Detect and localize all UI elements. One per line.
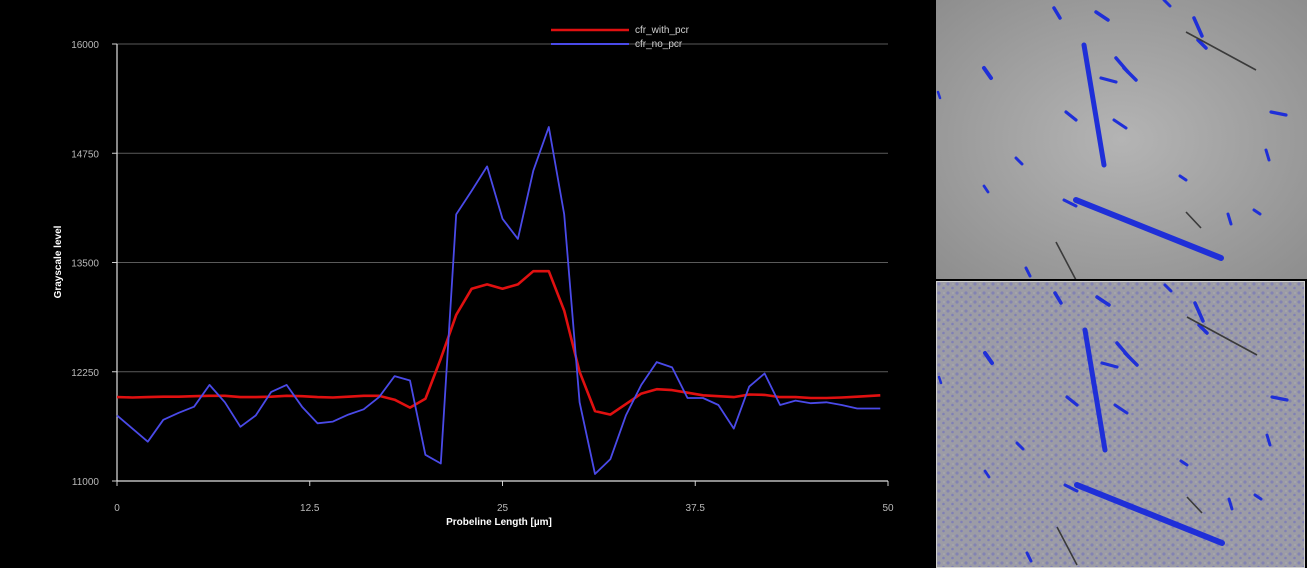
fiber-mark xyxy=(1122,66,1138,82)
y-tick-label: 11000 xyxy=(72,477,100,488)
fiber-mark xyxy=(983,351,994,365)
fiber-mark xyxy=(1178,174,1188,182)
fiber-mark xyxy=(1264,148,1271,162)
fiber-mark xyxy=(1196,38,1208,50)
x-tick-label: 50 xyxy=(882,503,894,514)
legend: cfr_with_pcr cfr_no_pcr xyxy=(551,25,690,50)
fibers-top xyxy=(936,0,1288,279)
fiber-mark xyxy=(983,469,991,479)
ct-slice-image-bottom xyxy=(936,281,1305,568)
legend-label-cfr-with-pcr: cfr_with_pcr xyxy=(635,25,690,36)
fiber-mark xyxy=(1269,110,1288,117)
fiber-mark xyxy=(1112,118,1128,130)
x-axis-title: Probeline Length [µm] xyxy=(446,517,552,528)
fibers-bottom xyxy=(937,283,1289,566)
fiber-mark xyxy=(1015,441,1025,451)
fiber-mark xyxy=(1014,156,1024,166)
x-tick-label: 25 xyxy=(497,503,509,514)
fiber-mark xyxy=(1179,459,1189,467)
grid-lines xyxy=(117,43,888,373)
fiber-mark xyxy=(1074,482,1225,546)
fiber-mark xyxy=(1162,0,1172,8)
fiber-image-bottom xyxy=(937,282,1304,567)
series-line-cfr-no-pcr xyxy=(116,126,881,475)
fiber-mark xyxy=(1065,395,1079,407)
fiber-mark xyxy=(1062,198,1078,208)
fiber-mark xyxy=(982,66,993,80)
fiber-mark xyxy=(1252,208,1262,216)
fiber-mark xyxy=(1024,266,1032,278)
fiber-mark xyxy=(1253,493,1263,501)
y-tick-label: 14750 xyxy=(71,149,99,160)
dark-fiber-mark xyxy=(1185,31,1257,71)
fiber-mark xyxy=(937,375,943,385)
fiber-image-top xyxy=(936,0,1307,279)
dark-fiber-mark xyxy=(1186,496,1203,514)
fiber-mark xyxy=(1227,497,1234,511)
x-tick-label: 37.5 xyxy=(686,503,706,514)
legend-label-cfr-no-pcr: cfr_no_pcr xyxy=(635,39,683,50)
fiber-mark xyxy=(1064,110,1078,122)
dark-fiber-mark xyxy=(1056,526,1078,566)
fiber-mark xyxy=(936,90,942,100)
series-lines xyxy=(116,126,881,475)
fiber-mark xyxy=(1123,351,1139,367)
fiber-mark xyxy=(1082,327,1108,453)
fiber-mark xyxy=(1094,10,1110,22)
fiber-mark xyxy=(1073,197,1224,261)
fiber-mark xyxy=(1063,483,1079,493)
series-line-cfr-with-pcr xyxy=(116,269,881,416)
fiber-mark xyxy=(982,184,990,194)
dark-fiber-mark xyxy=(1185,211,1202,229)
x-tick-label: 0 xyxy=(114,503,120,514)
y-tick-label: 16000 xyxy=(71,40,99,51)
y-tick-label: 12250 xyxy=(71,368,99,379)
fiber-mark xyxy=(1265,433,1272,447)
fiber-mark xyxy=(1226,212,1233,226)
y-axis-title: Grayscale level xyxy=(53,225,64,298)
fiber-mark xyxy=(1192,16,1204,38)
fiber-mark xyxy=(1193,301,1205,323)
fiber-mark xyxy=(1052,6,1062,20)
fiber-mark xyxy=(1025,551,1033,563)
fiber-mark xyxy=(1081,42,1107,168)
fiber-mark xyxy=(1163,283,1173,293)
dark-fiber-mark xyxy=(1186,316,1258,356)
x-tick-label: 12.5 xyxy=(300,503,320,514)
tick-labels: 11000 12250 13500 14750 16000 0 12.5 25 37.5 50 xyxy=(71,40,894,514)
ct-slice-image-top xyxy=(936,0,1307,279)
axes xyxy=(112,43,889,486)
line-chart: 11000 12250 13500 14750 16000 0 12.5 25 37.5 50 P… xyxy=(53,25,894,528)
dark-fiber-mark xyxy=(1055,241,1077,279)
fiber-mark xyxy=(1100,361,1119,369)
fiber-mark xyxy=(1099,76,1118,84)
chart-panel: 11000 12250 13500 14750 16000 0 12.5 25 37.5 50 P… xyxy=(53,25,894,528)
fiber-mark xyxy=(1270,395,1289,402)
fiber-mark xyxy=(1053,291,1063,305)
fiber-mark xyxy=(1095,295,1111,307)
y-tick-label: 13500 xyxy=(71,259,99,270)
fiber-mark xyxy=(1197,323,1209,335)
fiber-mark xyxy=(1113,403,1129,415)
